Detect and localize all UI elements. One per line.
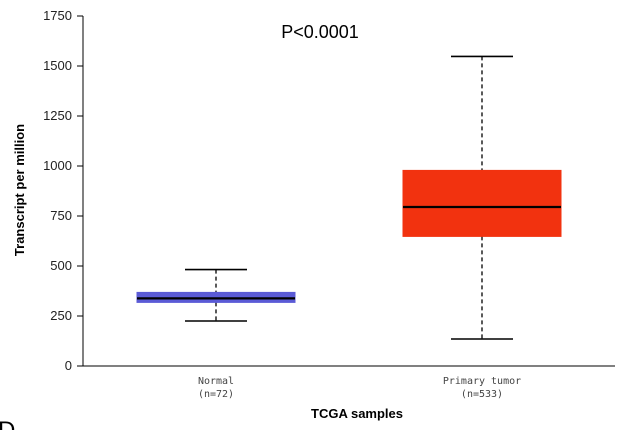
boxes <box>136 55 562 340</box>
x-axis-title: TCGA samples <box>311 406 403 421</box>
y-tick-label: 0 <box>65 358 72 373</box>
category-label: Primary tumor <box>443 376 521 387</box>
y-tick-label: 500 <box>50 258 72 273</box>
y-tick-label: 1000 <box>43 158 72 173</box>
y-axis-title: Transcript per million <box>12 124 27 256</box>
p-value-annotation: P<0.0001 <box>281 22 359 42</box>
y-tick-label: 250 <box>50 308 72 323</box>
box-normal <box>136 268 296 322</box>
y-tick-label: 1750 <box>43 8 72 23</box>
y-axis: 0 250 500 750 1000 1250 1500 1750 <box>43 8 615 373</box>
y-tick-label: 750 <box>50 208 72 223</box>
iqr-box <box>402 169 562 237</box>
box-primary-tumor <box>402 55 562 340</box>
panel-letter: D <box>0 417 15 430</box>
category-label: Normal <box>198 376 234 387</box>
category-labels: Normal (n=72) Primary tumor (n=533) <box>198 376 521 400</box>
category-n-label: (n=72) <box>198 389 234 400</box>
y-tick-label: 1250 <box>43 108 72 123</box>
y-tick-label: 1500 <box>43 58 72 73</box>
category-n-label: (n=533) <box>461 389 503 400</box>
